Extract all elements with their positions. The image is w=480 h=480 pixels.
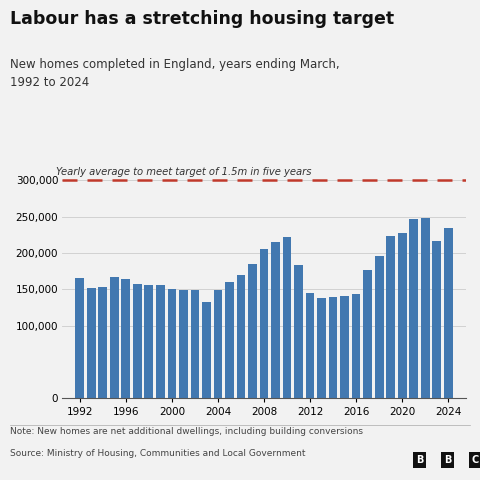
Bar <box>260 249 268 398</box>
Bar <box>409 219 418 398</box>
Text: Note: New homes are net additional dwellings, including building conversions: Note: New homes are net additional dwell… <box>10 427 362 436</box>
Bar <box>87 288 96 398</box>
Bar <box>237 275 245 398</box>
Bar <box>283 237 291 398</box>
Bar <box>386 236 395 398</box>
Bar <box>432 241 441 398</box>
Bar <box>352 294 360 398</box>
Bar <box>121 279 130 398</box>
Bar <box>156 285 165 398</box>
Bar <box>363 270 372 398</box>
Bar <box>214 290 222 398</box>
Text: B: B <box>416 455 423 465</box>
Bar <box>202 302 211 398</box>
Bar <box>248 264 257 398</box>
Text: B: B <box>444 455 451 465</box>
Text: Yearly average to meet target of 1.5m in five years: Yearly average to meet target of 1.5m in… <box>56 167 311 177</box>
Text: New homes completed in England, years ending March,
1992 to 2024: New homes completed in England, years en… <box>10 58 339 89</box>
Bar <box>225 282 234 398</box>
Bar <box>110 277 119 398</box>
Bar <box>168 289 176 398</box>
Bar <box>306 293 314 398</box>
Text: Labour has a stretching housing target: Labour has a stretching housing target <box>10 10 394 28</box>
Bar <box>329 297 337 398</box>
Bar <box>191 290 199 398</box>
Bar <box>375 256 384 398</box>
Bar <box>98 287 107 398</box>
Bar <box>179 290 188 398</box>
Bar <box>421 218 430 398</box>
Bar <box>144 285 153 398</box>
Bar <box>271 242 280 398</box>
Bar <box>398 233 407 398</box>
Bar <box>294 265 303 398</box>
Text: C: C <box>471 455 479 465</box>
Bar <box>317 298 326 398</box>
Bar <box>444 228 453 398</box>
Bar <box>340 296 349 398</box>
Bar <box>75 278 84 398</box>
Bar <box>133 284 142 398</box>
Text: Source: Ministry of Housing, Communities and Local Government: Source: Ministry of Housing, Communities… <box>10 449 305 458</box>
